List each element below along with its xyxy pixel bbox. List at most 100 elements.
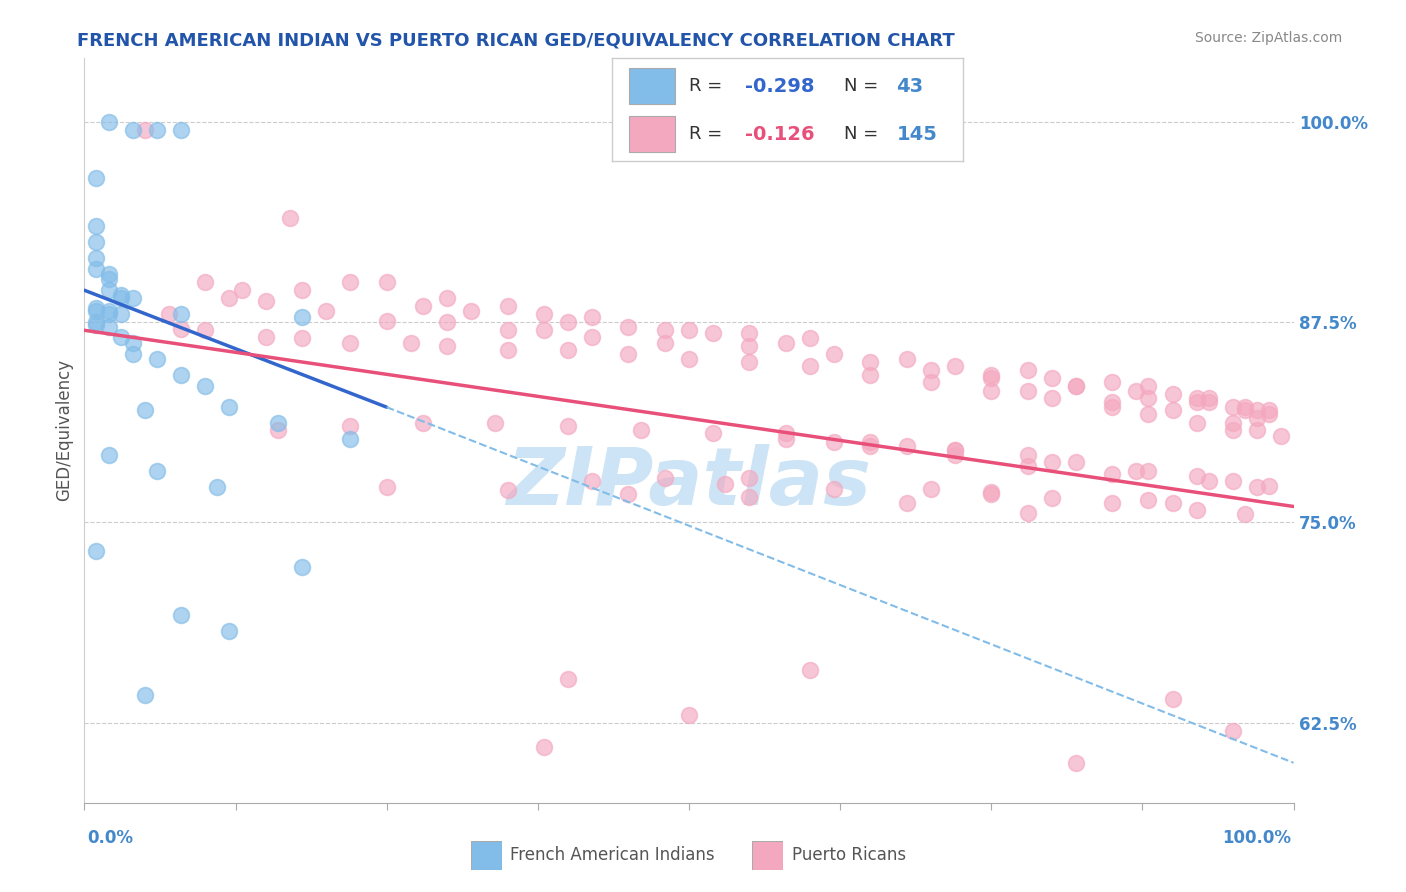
Point	[738, 339, 761, 353]
Point	[557, 673, 579, 687]
Point	[533, 323, 555, 337]
Point	[1017, 459, 1039, 474]
Point	[943, 443, 966, 458]
Point	[97, 448, 120, 462]
Point	[218, 400, 240, 414]
Point	[738, 355, 761, 369]
Point	[617, 347, 640, 361]
Point	[1137, 379, 1160, 393]
Point	[1161, 496, 1184, 510]
Text: 100.0%: 100.0%	[1222, 829, 1291, 847]
Point	[97, 267, 120, 281]
Point	[714, 477, 737, 491]
Point	[1017, 448, 1039, 462]
Point	[86, 315, 108, 329]
Point	[1125, 384, 1147, 399]
Point	[97, 115, 120, 129]
Text: 0.0%: 0.0%	[87, 829, 134, 847]
Point	[110, 307, 132, 321]
Point	[170, 307, 193, 321]
Point	[86, 304, 108, 318]
Point	[1246, 411, 1268, 425]
Point	[617, 486, 640, 500]
Point	[1185, 502, 1208, 516]
Point	[86, 251, 108, 265]
Point	[170, 123, 193, 137]
Point	[460, 304, 482, 318]
Point	[678, 707, 700, 722]
Point	[339, 275, 361, 289]
Text: French American Indians: French American Indians	[510, 847, 716, 864]
Point	[254, 329, 277, 343]
Point	[436, 291, 458, 305]
Point	[207, 480, 229, 494]
Point	[1234, 508, 1257, 522]
Point	[254, 294, 277, 309]
Point	[1222, 723, 1244, 738]
Point	[1185, 469, 1208, 483]
Point	[86, 235, 108, 250]
Point	[97, 283, 120, 297]
Point	[557, 343, 579, 357]
Point	[630, 423, 652, 437]
Point	[194, 275, 217, 289]
Point	[1064, 379, 1087, 393]
Point	[496, 343, 519, 357]
Point	[339, 419, 361, 434]
Point	[146, 464, 169, 478]
Point	[678, 352, 700, 367]
Point	[980, 368, 1002, 383]
Point	[1246, 480, 1268, 494]
Point	[1040, 391, 1063, 405]
Point	[110, 329, 132, 343]
Point	[1064, 756, 1087, 770]
Point	[1234, 403, 1257, 417]
Point	[97, 272, 120, 286]
Point	[557, 315, 579, 329]
Point	[980, 384, 1002, 399]
Point	[533, 739, 555, 754]
Point	[1101, 400, 1123, 414]
Text: Source: ZipAtlas.com: Source: ZipAtlas.com	[1195, 31, 1343, 45]
Point	[1040, 491, 1063, 506]
Point	[1185, 395, 1208, 409]
Point	[110, 291, 132, 305]
Point	[533, 307, 555, 321]
Point	[484, 416, 506, 430]
Point	[86, 171, 108, 186]
Point	[231, 283, 253, 297]
Point	[315, 304, 337, 318]
Point	[121, 347, 143, 361]
Point	[291, 560, 314, 574]
Point	[678, 323, 700, 337]
Point	[943, 448, 966, 462]
Text: -0.298: -0.298	[745, 77, 814, 95]
Point	[1198, 391, 1220, 405]
Point	[1064, 379, 1087, 393]
Point	[157, 307, 180, 321]
Text: R =: R =	[689, 78, 728, 95]
Point	[859, 439, 882, 453]
Point	[1161, 387, 1184, 401]
Point	[980, 371, 1002, 385]
Point	[654, 336, 676, 351]
Point	[436, 339, 458, 353]
Point	[1064, 455, 1087, 469]
Point	[1222, 474, 1244, 488]
Point	[121, 123, 143, 137]
Point	[896, 439, 918, 453]
Point	[339, 336, 361, 351]
Point	[1017, 384, 1039, 399]
Point	[339, 432, 361, 446]
Point	[799, 331, 821, 345]
Point	[1185, 391, 1208, 405]
Point	[823, 347, 845, 361]
Point	[1222, 423, 1244, 437]
Point	[1125, 464, 1147, 478]
Point	[1258, 403, 1281, 417]
Point	[920, 820, 942, 834]
Point	[134, 403, 156, 417]
Point	[702, 326, 724, 341]
Point	[1234, 400, 1257, 414]
Point	[859, 368, 882, 383]
